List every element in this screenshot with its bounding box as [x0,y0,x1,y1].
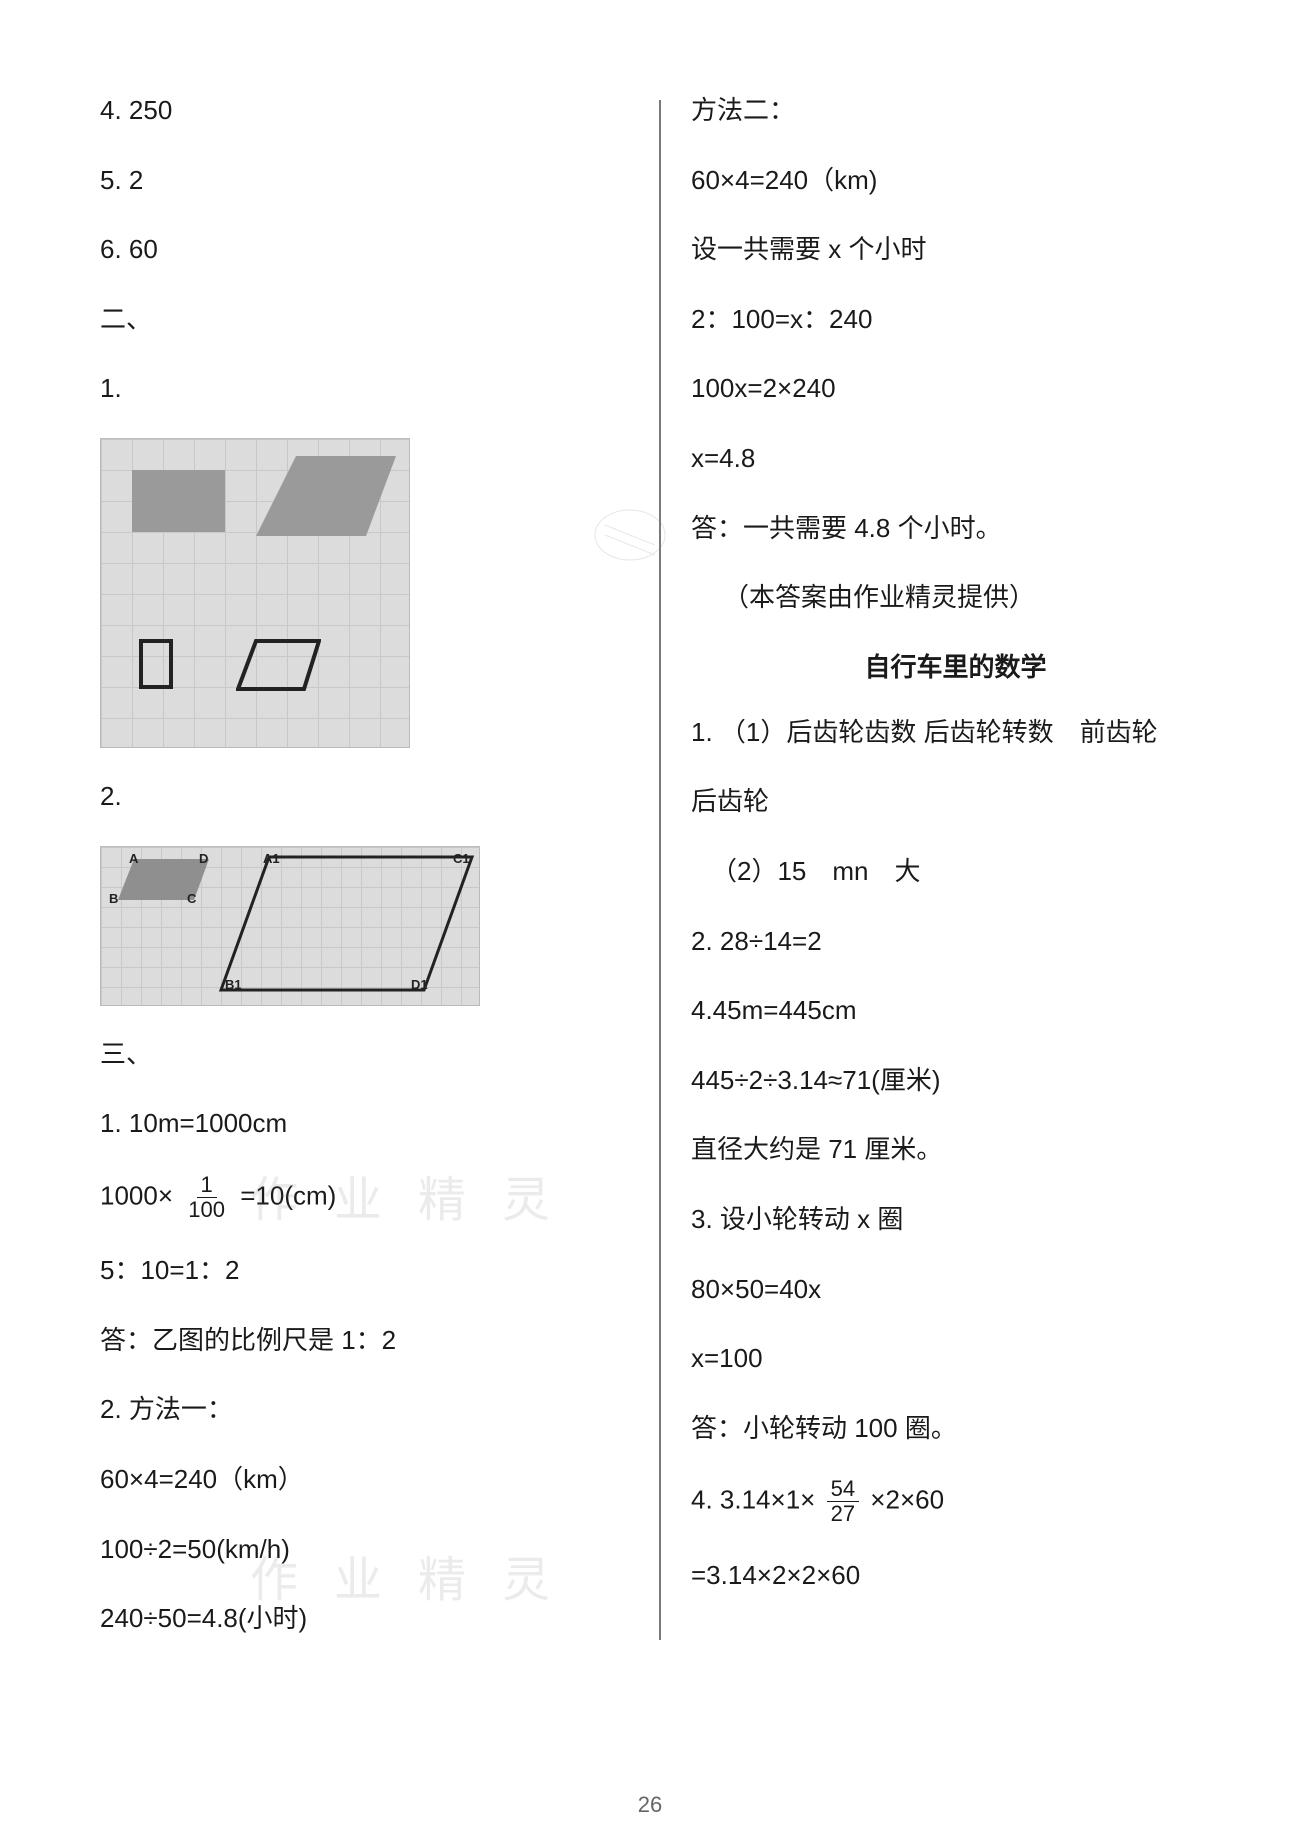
fraction-numerator: 54 [827,1477,859,1502]
fig2-label-A1: A1 [263,851,280,866]
provider-note: （本答案由作业精灵提供） [691,577,1220,619]
answer-line: 答：乙图的比例尺是 1：2 [100,1320,629,1362]
text-line: （2）15 mn 大 [691,851,1220,893]
text-line: 直径大约是 71 厘米。 [691,1129,1220,1171]
section-marker: 二、 [100,299,629,341]
text-line: 4. 250 [100,90,629,132]
fig1-rectangle [132,470,225,532]
text-prefix: 1000× [100,1180,173,1210]
text-line: 5：10=1：2 [100,1250,629,1292]
fraction: 1 100 [184,1173,229,1222]
text-line: 5. 2 [100,160,629,202]
text-suffix: ×2×60 [870,1485,944,1515]
text-line: 445÷2÷3.14≈71(厘米) [691,1060,1220,1102]
fig1-trapezoid [256,456,396,536]
fig2-label-B1: B1 [225,977,242,992]
text-line: 6. 60 [100,229,629,271]
text-line: 100x=2×240 [691,368,1220,410]
text-line: 60×4=240（km） [100,1459,629,1501]
left-column: 4. 250 5. 2 6. 60 二、 1. 2. [100,90,659,1640]
text-line: 2. 方法一： [100,1389,629,1431]
text-line: 80×50=40x [691,1269,1220,1311]
fig2-large-parallelogram [219,855,474,993]
figure-2: A D B C A1 C1 B1 D1 [100,846,480,1006]
section-title: 自行车里的数学 [691,647,1220,684]
answer-line: 答：一共需要 4.8 个小时。 [691,508,1220,550]
text-line: 2. 28÷14=2 [691,921,1220,963]
text-line: 3. 设小轮转动 x 圈 [691,1199,1220,1241]
text-line: =3.14×2×2×60 [691,1555,1220,1597]
text-line: 1. （1）后齿轮齿数 后齿轮转数 前齿轮 [691,712,1220,754]
text-line: 后齿轮 [691,781,1220,823]
page-number: 26 [638,1792,662,1818]
fraction-denominator: 100 [184,1198,229,1222]
section-marker: 三、 [100,1034,629,1076]
right-column: 方法二： 60×4=240（km) 设一共需要 x 个小时 2：100=x：24… [661,90,1220,1640]
text-line: 1. [100,368,629,410]
fraction-denominator: 27 [827,1502,859,1526]
fraction: 54 27 [827,1477,859,1526]
text-line: 4.45m=445cm [691,990,1220,1032]
fraction-numerator: 1 [197,1173,217,1198]
text-line: 240÷50=4.8(小时) [100,1598,629,1640]
text-line: 100÷2=50(km/h) [100,1529,629,1571]
text-suffix: =10(cm) [240,1180,336,1210]
fig2-label-D: D [199,851,208,866]
fig2-label-C: C [187,891,196,906]
figure-1 [100,438,410,748]
text-line: 1. 10m=1000cm [100,1103,629,1145]
text-line: 1000× 1 100 =10(cm) [100,1173,629,1222]
text-line: 2：100=x：240 [691,299,1220,341]
fig2-label-B: B [109,891,118,906]
text-line: x=4.8 [691,438,1220,480]
text-prefix: 4. 3.14×1× [691,1485,815,1515]
text-line: 60×4=240（km) [691,160,1220,202]
text-line: 方法二： [691,90,1220,132]
text-line: 设一共需要 x 个小时 [691,229,1220,271]
text-line: x=100 [691,1338,1220,1380]
text-line: 2. [100,776,629,818]
text-line: 4. 3.14×1× 54 27 ×2×60 [691,1477,1220,1526]
fig2-label-C1: C1 [453,851,470,866]
fig2-label-D1: D1 [411,977,428,992]
fig2-label-A: A [129,851,138,866]
answer-line: 答：小轮转动 100 圈。 [691,1408,1220,1450]
fig1-small-trap-outline [236,639,321,691]
fig1-small-rect-outline [139,639,173,689]
